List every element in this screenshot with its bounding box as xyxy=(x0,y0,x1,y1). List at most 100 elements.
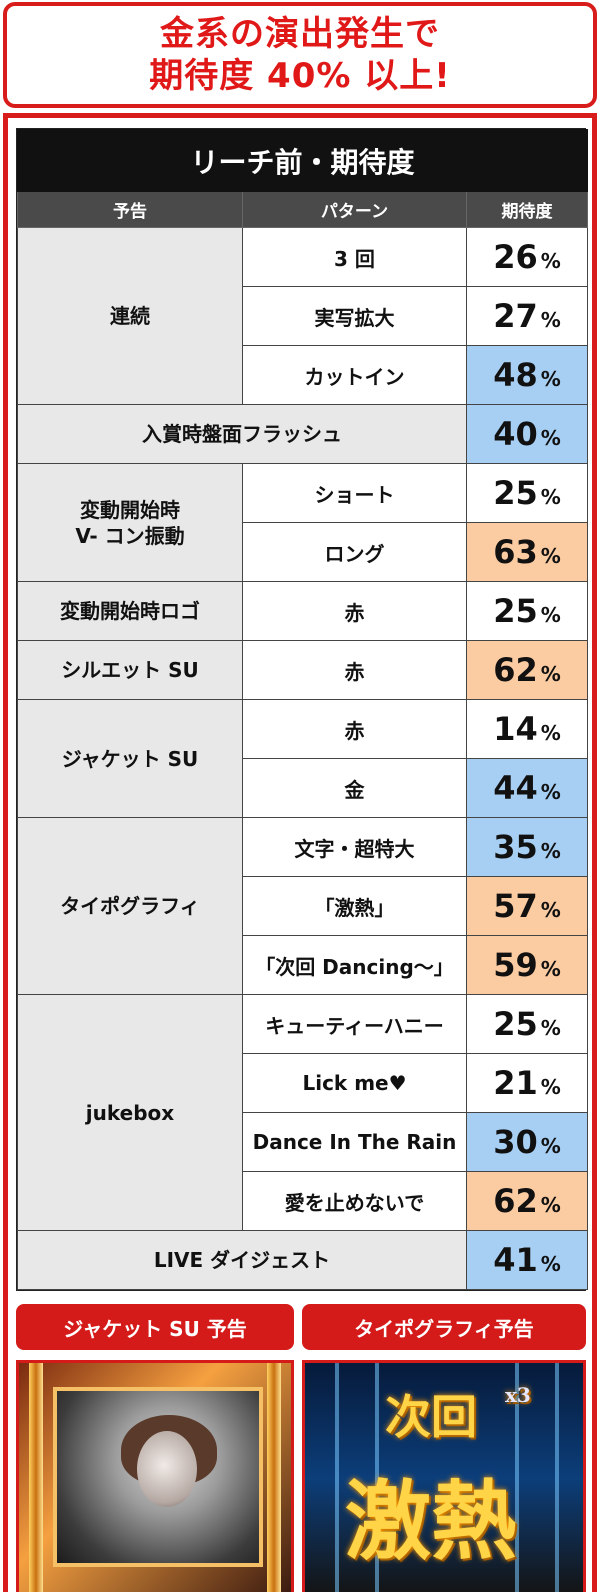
expectation-number: 30 xyxy=(493,1123,538,1161)
percent-sign: % xyxy=(540,1193,561,1217)
expectation-number: 25 xyxy=(493,592,538,630)
expectation-value-cell: 25% xyxy=(465,994,589,1054)
percent-sign: % xyxy=(540,662,561,686)
table-row: ジャケット SU 赤 14% xyxy=(17,699,589,818)
light-beam xyxy=(335,1363,339,1592)
percent-sign: % xyxy=(540,898,561,922)
pattern-cell: Dance In The Rain xyxy=(242,1112,467,1172)
percent-sign: % xyxy=(540,603,561,627)
jacket-su-screenshot xyxy=(16,1360,294,1592)
table-row: LIVE ダイジェスト 41% xyxy=(17,1230,589,1290)
pattern-cell: 文字・超特大 xyxy=(242,817,467,877)
expectation-value-cell: 44% xyxy=(465,758,589,818)
main-frame: リーチ前・期待度 予告 パターン 期待度 連続 3 回 26% 実写拡大 27% カットイ… xyxy=(3,113,597,1592)
table-row: 入賞時盤面フラッシュ 40% xyxy=(17,404,589,464)
gold-frame-left xyxy=(29,1363,43,1592)
header-notice: 予告 xyxy=(17,191,243,228)
table-row: 「次回 Dancing〜」 59% xyxy=(18,935,589,995)
percent-sign: % xyxy=(540,1075,561,1099)
expectation-number: 25 xyxy=(493,1005,538,1043)
next-time-text: 次回 xyxy=(385,1390,477,1444)
expectation-number: 26 xyxy=(493,238,538,276)
percent-sign: % xyxy=(540,1016,561,1040)
table-row: 「激熱」 57% xyxy=(18,876,589,936)
pattern-cell: 実写拡大 xyxy=(242,286,467,346)
light-beam xyxy=(375,1363,379,1592)
expectation-value-cell: 21% xyxy=(465,1053,589,1113)
notice-category: シルエット SU xyxy=(17,640,243,700)
expectation-value-cell: 27% xyxy=(465,286,589,346)
expectation-value-cell: 57% xyxy=(465,876,589,936)
expectation-number: 57 xyxy=(493,887,538,925)
percent-sign: % xyxy=(540,367,561,391)
pattern-cell: キューティーハニー xyxy=(242,994,467,1054)
expectation-number: 63 xyxy=(493,533,538,571)
expectation-number: 41 xyxy=(493,1241,538,1279)
percent-sign: % xyxy=(540,426,561,450)
notice-category: jukebox xyxy=(17,994,243,1231)
expectation-number: 44 xyxy=(493,769,538,807)
typography-notice-label: タイポグラフィ予告 xyxy=(302,1304,586,1350)
header-expectation: 期待度 xyxy=(465,191,589,228)
pattern-cell: 3 回 xyxy=(242,227,467,287)
expectation-value-cell: 40% xyxy=(465,404,589,464)
expectation-number: 48 xyxy=(493,356,538,394)
table-row: タイポグラフィ 文字・超特大 35% xyxy=(17,817,589,995)
expectation-number: 35 xyxy=(493,828,538,866)
notice-category: 変動開始時ロゴ xyxy=(17,581,243,641)
percent-sign: % xyxy=(540,544,561,568)
pattern-cell: Lick me♥ xyxy=(242,1053,467,1113)
expectation-value-cell: 25% xyxy=(465,581,589,641)
pattern-cell: 赤 xyxy=(242,581,467,641)
table-row: 変動開始時ロゴ赤 25% xyxy=(17,581,589,641)
table-row: 金 44% xyxy=(18,758,589,818)
expectation-value-cell: 62% xyxy=(465,1171,589,1231)
pattern-cell: ロング xyxy=(242,522,467,582)
expectation-number: 27 xyxy=(493,297,538,335)
expectation-value-cell: 41% xyxy=(465,1230,589,1290)
pattern-cell: 「激熱」 xyxy=(242,876,467,936)
pattern-cell: 赤 xyxy=(242,699,467,759)
headline-line-2: 期待度 40% 以上! xyxy=(149,56,451,96)
headline-line-1: 金系の演出発生で xyxy=(160,14,440,54)
expectation-value-cell: 62% xyxy=(465,640,589,700)
table-row: Lick me♥ 21% xyxy=(18,1053,589,1113)
table-body: 連続 3 回 26% 実写拡大 27% カットイン 48% 入賞時盤面フラッシュ 40% 変動開始… xyxy=(17,227,589,1290)
gold-frame-right xyxy=(267,1363,281,1592)
expectation-value-cell: 63% xyxy=(465,522,589,582)
expectation-value-cell: 48% xyxy=(465,345,589,405)
pattern-cell: 赤 xyxy=(242,640,467,700)
expectation-number: 40 xyxy=(493,415,538,453)
expectation-number: 62 xyxy=(493,1182,538,1220)
multiplier-badge: x3 xyxy=(505,1383,531,1407)
pattern-cell: 金 xyxy=(242,758,467,818)
expectation-number: 25 xyxy=(493,474,538,512)
light-beam xyxy=(515,1363,519,1592)
percent-sign: % xyxy=(540,1252,561,1276)
expectation-table: リーチ前・期待度 予告 パターン 期待度 連続 3 回 26% 実写拡大 27% カットイ… xyxy=(16,128,589,1291)
notice-category: 連続 xyxy=(17,227,243,405)
jacket-su-notice-label: ジャケット SU 予告 xyxy=(16,1304,294,1350)
table-row: カットイン 48% xyxy=(18,345,589,405)
gekiatsu-text: 激熱 xyxy=(345,1471,517,1572)
notice-category: LIVE ダイジェスト xyxy=(17,1230,467,1290)
notice-category: タイポグラフィ xyxy=(17,817,243,995)
typography-screenshot: 次回 x3 激熱 xyxy=(302,1360,586,1592)
expectation-value-cell: 26% xyxy=(465,227,589,287)
expectation-value-cell: 59% xyxy=(465,935,589,995)
light-beam xyxy=(555,1363,559,1592)
expectation-value-cell: 25% xyxy=(465,463,589,523)
pattern-cell: カットイン xyxy=(242,345,467,405)
table-row: 変動開始時 V- コン振動 ショート 25% xyxy=(17,463,589,582)
table-row: Dance In The Rain 30% xyxy=(18,1112,589,1172)
notice-category: ジャケット SU xyxy=(17,699,243,818)
singer-face xyxy=(137,1431,197,1507)
singer-photo xyxy=(53,1387,263,1567)
percent-sign: % xyxy=(540,957,561,981)
expectation-value-cell: 30% xyxy=(465,1112,589,1172)
table-row: 連続 3 回 26% xyxy=(17,227,589,405)
expectation-number: 59 xyxy=(493,946,538,984)
expectation-number: 62 xyxy=(493,651,538,689)
expectation-number: 14 xyxy=(493,710,538,748)
headline-banner: 金系の演出発生で 期待度 40% 以上! xyxy=(3,2,597,108)
